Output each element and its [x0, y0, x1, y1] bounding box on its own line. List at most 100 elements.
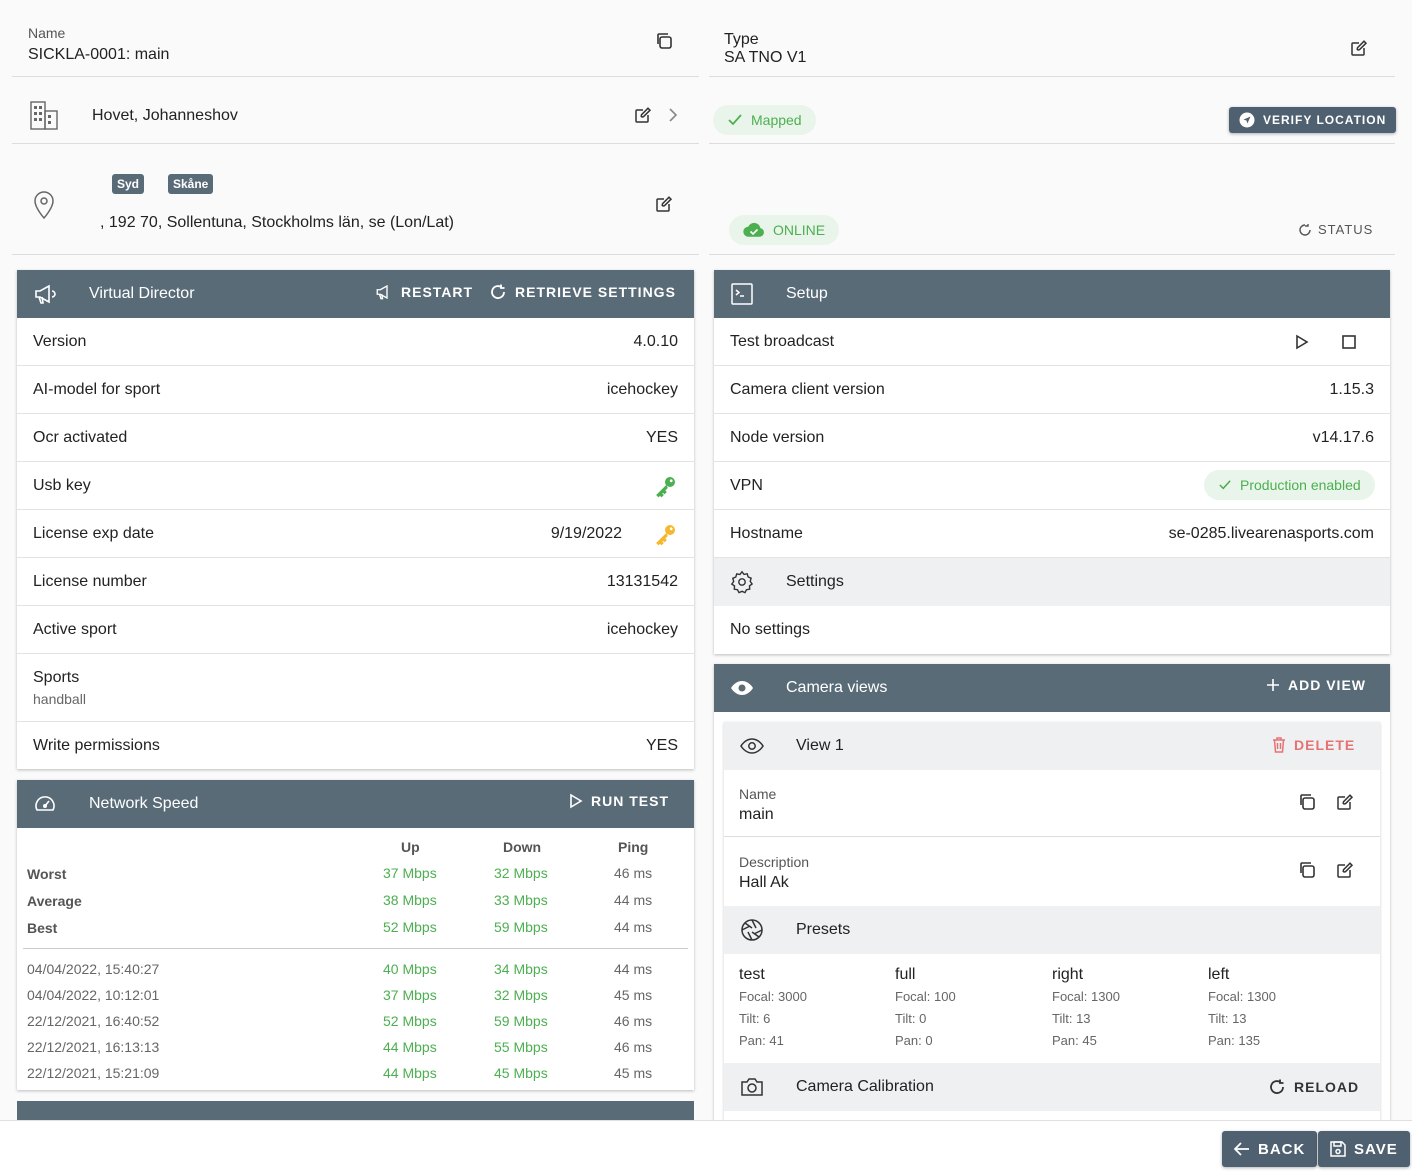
ping-value: 44 ms: [614, 919, 653, 935]
name-label: Name: [28, 25, 66, 41]
row-key: Test broadcast: [730, 333, 835, 350]
ping-value: 46 ms: [614, 1013, 653, 1029]
play-icon[interactable]: [1290, 330, 1314, 354]
calibration-subheader: Camera Calibration RELOAD: [724, 1063, 1380, 1111]
save-icon: [1330, 1141, 1346, 1157]
mapped-label: Mapped: [751, 112, 802, 128]
edit-address-icon[interactable]: [652, 192, 676, 216]
verify-location-button[interactable]: VERIFY LOCATION: [1229, 107, 1397, 133]
copy-icon[interactable]: [1295, 790, 1319, 814]
run-test-button[interactable]: RUN TEST: [569, 793, 669, 809]
up-value: 40 Mbps: [383, 961, 437, 977]
delete-view-button[interactable]: DELETE: [1272, 737, 1355, 753]
calibration-label: Camera Calibration: [796, 1078, 934, 1095]
presets-subheader: Presets: [724, 906, 1380, 954]
building-icon: [28, 99, 60, 136]
navigation-icon: [1239, 112, 1255, 128]
refresh-icon: [1270, 1079, 1284, 1094]
vd-row-ocr: Ocr activated YES: [17, 414, 694, 462]
ping-value: 46 ms: [614, 865, 653, 881]
back-button[interactable]: BACK: [1222, 1131, 1318, 1167]
row-key: Camera client version: [730, 381, 885, 398]
retrieve-settings-label: RETRIEVE SETTINGS: [515, 284, 676, 300]
copy-icon[interactable]: [652, 29, 676, 53]
setup-header: Setup: [714, 270, 1390, 318]
reload-label: RELOAD: [1294, 1079, 1360, 1095]
preset-pan: Pan: 45: [1052, 1033, 1097, 1048]
plus-icon: [1267, 679, 1279, 691]
location-pin-icon: [32, 188, 56, 225]
down-value: 45 Mbps: [494, 1065, 548, 1081]
setup-card: Setup Test broadcast Camera client versi…: [714, 270, 1390, 654]
up-value: 37 Mbps: [383, 865, 437, 881]
megaphone-icon: [33, 282, 57, 306]
view-description-label: Description: [739, 854, 810, 870]
row-key: Write permissions: [33, 737, 160, 754]
row-value: YES: [645, 429, 678, 446]
refresh-icon: [491, 284, 505, 299]
row-key: License number: [33, 573, 147, 590]
col-header-up: Up: [401, 839, 420, 855]
view-header: View 1 DELETE: [724, 722, 1380, 770]
network-speed-title: Network Speed: [89, 795, 199, 812]
camera-views-title: Camera views: [786, 679, 888, 696]
row-label: Best: [27, 920, 58, 936]
play-icon: [570, 793, 583, 809]
history-timestamp: 04/04/2022, 15:40:27: [27, 961, 160, 977]
preset-item: right Focal: 1300 Tilt: 13 Pan: 45: [1052, 964, 1120, 1052]
chevron-right-icon[interactable]: [661, 103, 685, 127]
preset-focal: Focal: 3000: [739, 989, 807, 1004]
edit-icon[interactable]: [1333, 790, 1357, 814]
settings-subheader: Settings: [714, 558, 1390, 606]
vd-row-version: Version 4.0.10: [17, 318, 694, 366]
down-value: 55 Mbps: [494, 1039, 548, 1055]
online-label: ONLINE: [773, 222, 826, 238]
preset-name: full: [895, 966, 916, 983]
preset-pan: Pan: 41: [739, 1033, 784, 1048]
virtual-director-header: Virtual Director RESTART RETRIEVE SETTIN…: [17, 270, 694, 318]
name-value: SICKLA-0001: main: [28, 46, 170, 63]
edit-type-icon[interactable]: [1347, 36, 1371, 60]
view-description-value: Hall Ak: [739, 874, 789, 891]
row-label: Worst: [27, 866, 67, 882]
vd-row-license-number: License number 13131542: [17, 558, 694, 606]
row-key: VPN: [730, 477, 763, 494]
vd-row-usb-key: Usb key: [17, 462, 694, 510]
reload-button[interactable]: RELOAD: [1268, 1078, 1359, 1096]
back-label: BACK: [1258, 1140, 1306, 1158]
edit-icon[interactable]: [1333, 858, 1357, 882]
view-name-label: Name: [739, 786, 777, 802]
view-name-value: main: [739, 806, 774, 823]
network-speed-card: Network Speed RUN TEST Up Down Ping Wors…: [17, 780, 694, 1090]
ping-value: 44 ms: [614, 892, 653, 908]
status-button[interactable]: STATUS: [1298, 222, 1373, 237]
save-button[interactable]: SAVE: [1318, 1131, 1410, 1167]
arrow-left-icon: [1234, 1142, 1249, 1156]
bottom-action-bar: BACK SAVE: [0, 1120, 1412, 1174]
row-label: Average: [27, 893, 82, 909]
restart-button[interactable]: RESTART: [375, 283, 473, 301]
row-value: 4.0.10: [633, 333, 678, 350]
down-value: 59 Mbps: [494, 919, 548, 935]
down-value: 32 Mbps: [494, 987, 548, 1003]
row-value: se-0285.livearenasports.com: [1168, 525, 1374, 542]
ping-value: 44 ms: [614, 961, 653, 977]
add-view-button[interactable]: ADD VIEW: [1266, 677, 1366, 693]
up-value: 52 Mbps: [383, 1013, 437, 1029]
retrieve-settings-button[interactable]: RETRIEVE SETTINGS: [489, 283, 676, 301]
history-timestamp: 22/12/2021, 16:40:52: [27, 1013, 160, 1029]
vd-row-ai-model: AI-model for sport icehockey: [17, 366, 694, 414]
preset-pan: Pan: 0: [895, 1033, 933, 1048]
row-value: 13131542: [606, 573, 678, 590]
down-value: 34 Mbps: [494, 961, 548, 977]
run-test-label: RUN TEST: [591, 793, 669, 809]
down-value: 32 Mbps: [494, 865, 548, 881]
row-value: 9/19/2022: [550, 525, 622, 542]
setup-row-hostname: Hostname se-0285.livearenasports.com: [714, 510, 1390, 558]
row-key: AI-model for sport: [33, 381, 161, 398]
edit-icon[interactable]: [631, 103, 655, 127]
camera-views-card: Camera views ADD VIEW View 1 DELETE Name…: [714, 664, 1390, 1124]
stop-icon[interactable]: [1337, 330, 1361, 354]
copy-icon[interactable]: [1295, 858, 1319, 882]
status-label: STATUS: [1318, 222, 1374, 237]
